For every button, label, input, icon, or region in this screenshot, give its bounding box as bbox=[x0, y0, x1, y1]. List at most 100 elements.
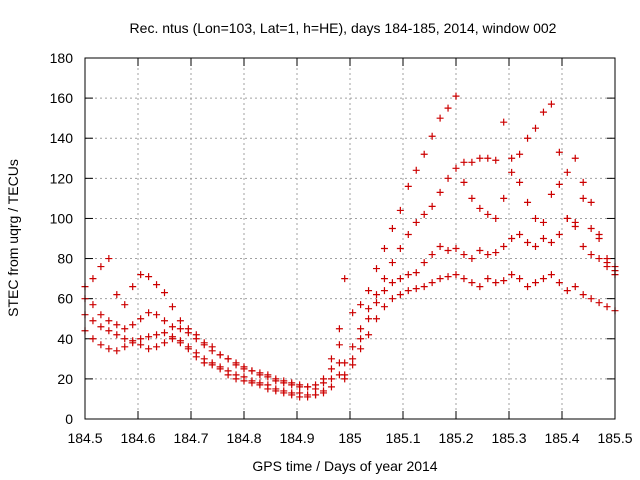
data-point bbox=[97, 311, 105, 319]
data-point bbox=[373, 315, 380, 323]
plot-frame bbox=[84, 57, 616, 420]
data-point bbox=[121, 335, 129, 343]
y-axis-label: STEC from uqrg / TECUs bbox=[5, 159, 21, 317]
data-point bbox=[129, 283, 137, 291]
data-point bbox=[327, 355, 335, 363]
data-point bbox=[335, 341, 343, 349]
data-point bbox=[532, 124, 539, 132]
data-point bbox=[436, 275, 444, 283]
data-point bbox=[524, 198, 532, 206]
x-tick-label: 185.1 bbox=[385, 430, 420, 446]
data-point bbox=[452, 164, 460, 172]
data-point bbox=[304, 383, 312, 391]
data-point bbox=[571, 283, 579, 291]
data-point bbox=[468, 255, 476, 263]
data-point bbox=[420, 283, 428, 291]
data-point bbox=[97, 263, 105, 271]
data-point bbox=[304, 393, 312, 401]
series-track-3 bbox=[81, 311, 343, 399]
data-point bbox=[153, 331, 161, 339]
data-point bbox=[113, 291, 121, 299]
data-point bbox=[388, 295, 396, 303]
data-point bbox=[240, 363, 248, 371]
series-track-8 bbox=[341, 271, 619, 383]
data-point bbox=[105, 345, 113, 353]
data-point bbox=[129, 339, 137, 347]
data-point bbox=[161, 317, 168, 325]
x-tick-label: 185.3 bbox=[491, 430, 526, 446]
data-point bbox=[396, 245, 404, 253]
data-point bbox=[500, 243, 508, 251]
data-point bbox=[603, 303, 611, 311]
data-point bbox=[587, 198, 595, 206]
data-point bbox=[161, 329, 168, 337]
data-point bbox=[335, 325, 343, 333]
y-tick-label: 120 bbox=[50, 170, 74, 186]
data-point bbox=[595, 230, 603, 238]
data-point bbox=[579, 194, 587, 202]
data-point bbox=[192, 353, 200, 361]
x-tick-label: 184.5 bbox=[67, 430, 102, 446]
data-point bbox=[89, 317, 97, 325]
data-point bbox=[373, 299, 380, 307]
data-point bbox=[492, 279, 500, 287]
data-point bbox=[388, 224, 396, 232]
data-point bbox=[579, 291, 587, 299]
data-point bbox=[341, 375, 349, 383]
data-point bbox=[396, 275, 404, 283]
data-point bbox=[412, 269, 420, 277]
data-point bbox=[452, 245, 460, 253]
data-point bbox=[365, 287, 373, 295]
data-point bbox=[587, 224, 595, 232]
data-point bbox=[380, 245, 388, 253]
data-point bbox=[444, 104, 452, 112]
data-point bbox=[145, 345, 153, 353]
data-point bbox=[555, 180, 563, 188]
data-point bbox=[288, 391, 296, 399]
data-point bbox=[357, 301, 365, 309]
data-point bbox=[595, 299, 603, 307]
data-point bbox=[89, 335, 97, 343]
data-point bbox=[547, 239, 555, 247]
data-point bbox=[365, 315, 373, 323]
data-point bbox=[492, 156, 500, 164]
data-point bbox=[468, 279, 476, 287]
data-point bbox=[256, 371, 264, 379]
series-track-6 bbox=[341, 164, 619, 367]
data-point bbox=[420, 150, 428, 158]
data-point bbox=[460, 178, 468, 186]
data-point bbox=[603, 263, 611, 271]
data-point bbox=[516, 275, 524, 283]
data-point bbox=[452, 92, 460, 100]
data-point bbox=[563, 168, 571, 176]
data-point bbox=[97, 341, 105, 349]
data-point bbox=[492, 249, 500, 257]
data-point bbox=[508, 271, 516, 279]
data-point bbox=[547, 100, 555, 108]
data-point bbox=[296, 393, 304, 401]
data-point bbox=[200, 359, 208, 367]
data-point bbox=[208, 347, 216, 355]
x-tick-label: 184.9 bbox=[279, 430, 314, 446]
data-point bbox=[161, 289, 168, 297]
data-point bbox=[500, 118, 508, 126]
data-point bbox=[264, 373, 272, 381]
data-point bbox=[145, 333, 153, 341]
data-point bbox=[547, 190, 555, 198]
data-point bbox=[216, 351, 224, 359]
data-point bbox=[129, 321, 137, 329]
data-point bbox=[168, 303, 176, 311]
data-point bbox=[232, 375, 240, 383]
data-point bbox=[320, 389, 327, 397]
data-point bbox=[555, 148, 563, 156]
data-point bbox=[539, 275, 547, 283]
data-point bbox=[428, 132, 436, 140]
y-tick-label: 180 bbox=[50, 50, 74, 66]
x-tick-label: 184.7 bbox=[173, 430, 208, 446]
data-point bbox=[428, 202, 436, 210]
data-point bbox=[587, 251, 595, 259]
data-point bbox=[97, 323, 105, 331]
data-point bbox=[349, 361, 357, 369]
data-point bbox=[516, 230, 524, 238]
x-tick-label: 185.5 bbox=[597, 430, 632, 446]
